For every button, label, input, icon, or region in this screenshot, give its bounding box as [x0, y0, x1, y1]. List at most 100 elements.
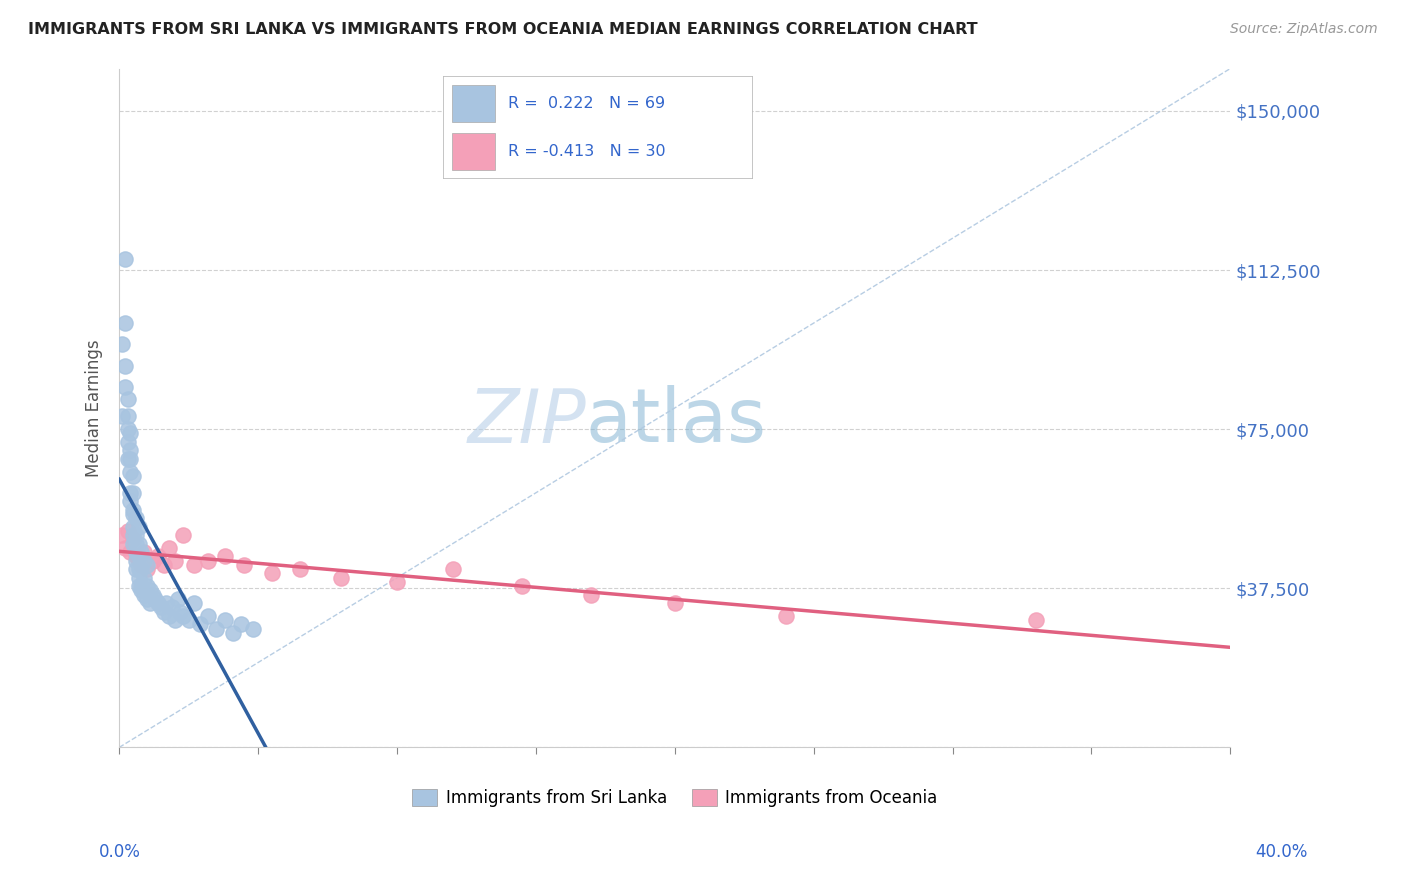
Point [152, 558, 174, 572]
Point [139, 596, 162, 610]
Point [117, 524, 139, 538]
Point [114, 359, 136, 373]
Point [117, 434, 139, 449]
Point [131, 579, 153, 593]
Point [125, 562, 148, 576]
Text: 0.0%: 0.0% [98, 843, 141, 861]
Point [197, 608, 219, 623]
Point [128, 571, 150, 585]
Point [131, 545, 153, 559]
Bar [453, 85, 495, 122]
Point [1025, 613, 1047, 627]
Point [385, 574, 408, 589]
Point [114, 380, 136, 394]
Point [163, 554, 186, 568]
Text: atlas: atlas [586, 385, 766, 458]
Point [120, 545, 142, 559]
Point [128, 537, 150, 551]
Point [166, 591, 188, 606]
Point [205, 622, 228, 636]
Point [155, 596, 177, 610]
Point [122, 502, 145, 516]
Point [125, 554, 148, 568]
Point [214, 613, 236, 627]
Point [122, 537, 145, 551]
Text: R = -0.413   N = 30: R = -0.413 N = 30 [508, 145, 665, 160]
Bar [453, 133, 495, 170]
Point [125, 549, 148, 564]
Point [136, 558, 159, 572]
Point [134, 554, 156, 568]
Point [145, 591, 167, 606]
Point [197, 554, 219, 568]
Point [142, 554, 165, 568]
Point [122, 485, 145, 500]
Point [160, 600, 183, 615]
Point [120, 465, 142, 479]
Point [233, 558, 256, 572]
Point [114, 252, 136, 267]
Point [172, 608, 194, 623]
Text: 40.0%: 40.0% [1256, 843, 1308, 861]
Point [117, 422, 139, 436]
Point [134, 588, 156, 602]
Text: IMMIGRANTS FROM SRI LANKA VS IMMIGRANTS FROM OCEANIA MEDIAN EARNINGS CORRELATION: IMMIGRANTS FROM SRI LANKA VS IMMIGRANTS … [28, 22, 977, 37]
Point [134, 571, 156, 585]
Point [214, 549, 236, 564]
Point [131, 583, 153, 598]
Point [177, 613, 200, 627]
Point [222, 625, 245, 640]
Point [157, 608, 180, 623]
Point [664, 596, 686, 610]
Point [288, 562, 311, 576]
Point [122, 519, 145, 533]
Point [330, 571, 353, 585]
Point [136, 579, 159, 593]
Point [242, 622, 264, 636]
Point [172, 528, 194, 542]
Legend: Immigrants from Sri Lanka, Immigrants from Oceania: Immigrants from Sri Lanka, Immigrants fr… [405, 782, 943, 814]
Point [122, 507, 145, 521]
Point [260, 566, 283, 581]
Point [125, 537, 148, 551]
Point [146, 549, 169, 564]
Point [120, 426, 142, 441]
Point [114, 316, 136, 330]
Text: ZIP: ZIP [467, 385, 586, 458]
Point [128, 562, 150, 576]
Point [441, 562, 464, 576]
Point [146, 596, 169, 610]
Point [131, 562, 153, 576]
Point [183, 596, 205, 610]
Text: R =  0.222   N = 69: R = 0.222 N = 69 [508, 96, 665, 111]
Point [120, 485, 142, 500]
Text: Source: ZipAtlas.com: Source: ZipAtlas.com [1230, 22, 1378, 37]
Point [120, 451, 142, 466]
Point [136, 562, 159, 576]
Point [157, 541, 180, 555]
Point [142, 588, 165, 602]
Point [163, 613, 186, 627]
Y-axis label: Median Earnings: Median Earnings [86, 339, 103, 476]
Point [152, 605, 174, 619]
Point [231, 617, 253, 632]
Point [117, 392, 139, 407]
Point [111, 528, 134, 542]
Point [128, 519, 150, 533]
Point [120, 443, 142, 458]
Point [139, 583, 162, 598]
Point [111, 409, 134, 424]
Point [117, 409, 139, 424]
Point [128, 554, 150, 568]
Point [125, 545, 148, 559]
Point [125, 528, 148, 542]
Point [183, 558, 205, 572]
Point [128, 579, 150, 593]
Point [114, 541, 136, 555]
Point [136, 591, 159, 606]
Point [120, 494, 142, 508]
Point [122, 528, 145, 542]
Point [117, 451, 139, 466]
Point [149, 600, 172, 615]
Point [510, 579, 533, 593]
